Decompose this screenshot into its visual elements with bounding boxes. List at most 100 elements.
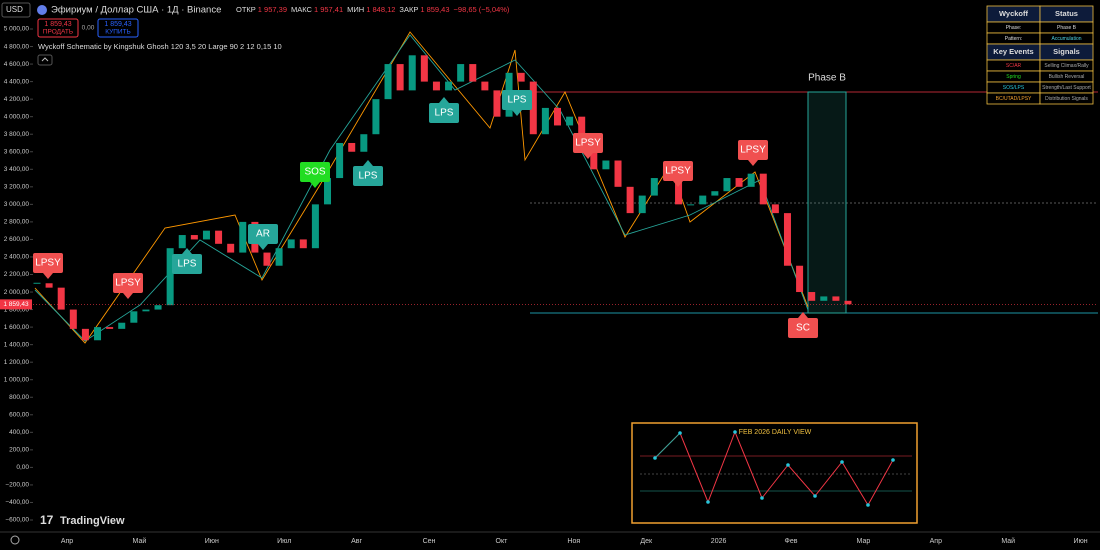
event-pointer bbox=[439, 97, 449, 103]
inset-path bbox=[654, 430, 894, 506]
event-badge bbox=[248, 224, 278, 244]
candle bbox=[311, 204, 319, 249]
status-table: Wyckoff Status Phase: Phase B Pattern: Accumu… bbox=[986, 5, 1094, 105]
candle bbox=[529, 81, 537, 135]
x-tick-label: Апр bbox=[930, 538, 942, 545]
currency[interactable]: USD bbox=[6, 5, 23, 14]
table-text: Selling Climax/Rally bbox=[1044, 63, 1089, 69]
y-tick-label: 5 000,00 bbox=[4, 26, 30, 33]
candle bbox=[81, 328, 89, 341]
candle bbox=[783, 213, 791, 266]
buy-price[interactable]: 1 859,43 bbox=[104, 21, 131, 28]
candle bbox=[675, 169, 683, 205]
phase-label: Phase B bbox=[808, 73, 846, 84]
event-label: SC bbox=[796, 323, 810, 334]
table-text: SC/AR bbox=[1006, 63, 1022, 69]
sell-button[interactable] bbox=[37, 18, 79, 38]
candle bbox=[299, 239, 307, 249]
candle bbox=[638, 195, 646, 214]
y-tick-label: 4 600,00 bbox=[4, 61, 30, 68]
candle bbox=[33, 282, 41, 284]
table-header: Key Events bbox=[993, 47, 1033, 56]
candle bbox=[566, 116, 574, 126]
candle bbox=[420, 55, 428, 82]
candle bbox=[445, 81, 453, 91]
table-text: SOS/LPS bbox=[1003, 85, 1025, 91]
event-badge bbox=[788, 318, 818, 338]
y-tick-label: −600,00 bbox=[5, 517, 29, 524]
candle bbox=[239, 221, 247, 253]
candle bbox=[747, 173, 755, 187]
y-tick-label: 2 800,00 bbox=[4, 219, 30, 226]
event-pointer bbox=[182, 248, 192, 254]
event-badge bbox=[663, 161, 693, 181]
candle bbox=[493, 90, 501, 117]
candle bbox=[759, 173, 767, 205]
y-tick-label: 3 800,00 bbox=[4, 131, 30, 138]
event-pointer bbox=[512, 110, 522, 116]
x-tick-label: Окт bbox=[496, 538, 509, 545]
y-tick-label: 1 800,00 bbox=[4, 306, 30, 313]
collapse-icon bbox=[41, 57, 49, 62]
spread: 0,00 bbox=[82, 25, 95, 32]
y-tick-label: 3 600,00 bbox=[4, 148, 30, 155]
ohlc: ОТКР 1 957,39 МАКС 1 957,41 МИН 1 848,12 ЗАКР 1… bbox=[236, 5, 510, 14]
zigzag-2 bbox=[34, 34, 809, 342]
event-badge bbox=[429, 103, 459, 123]
currency-select[interactable] bbox=[1, 2, 31, 18]
table-text: Phase B bbox=[1057, 25, 1077, 31]
y-tick-label: 3 400,00 bbox=[4, 166, 30, 173]
ohlc-label: МИН bbox=[347, 5, 364, 14]
table-text: Pattern: bbox=[1005, 36, 1023, 42]
y-tick-label: 3 200,00 bbox=[4, 184, 30, 191]
candle bbox=[94, 327, 102, 341]
event-badge bbox=[573, 133, 603, 153]
candle bbox=[541, 107, 549, 135]
event-badge bbox=[172, 254, 202, 274]
sell-label[interactable]: ПРОДАТЬ bbox=[43, 29, 73, 36]
candle bbox=[699, 195, 707, 205]
y-tick-label: 600,00 bbox=[9, 412, 29, 419]
y-tick-label: 2 200,00 bbox=[4, 271, 30, 278]
y-tick-label: 800,00 bbox=[9, 394, 29, 401]
table-header: Status bbox=[1055, 9, 1078, 18]
candle bbox=[396, 64, 404, 91]
candle bbox=[324, 178, 332, 205]
sell-price[interactable]: 1 859,43 bbox=[44, 21, 71, 28]
y-tick-label: 1 600,00 bbox=[4, 324, 30, 331]
buy-label[interactable]: КУПИТЬ bbox=[105, 29, 131, 36]
candle bbox=[142, 309, 150, 312]
event-label: LPS bbox=[359, 171, 378, 182]
candle bbox=[711, 191, 719, 196]
candle bbox=[626, 186, 634, 214]
settings[interactable] bbox=[10, 535, 20, 545]
event-badge bbox=[738, 140, 768, 160]
event-label: LPSY bbox=[35, 258, 61, 269]
ohlc-value: 1 957,39 bbox=[258, 5, 287, 14]
x-tick-label: Май bbox=[1001, 537, 1015, 545]
candle bbox=[287, 239, 295, 249]
buy-button[interactable] bbox=[97, 18, 139, 38]
x-tick-label: Апр bbox=[61, 538, 73, 545]
table-text: Phase: bbox=[1006, 25, 1022, 31]
event-pointer bbox=[748, 160, 758, 166]
ohlc-value: 1 848,12 bbox=[366, 5, 395, 14]
candle bbox=[432, 81, 440, 91]
candle bbox=[336, 142, 344, 179]
candle bbox=[227, 243, 235, 253]
candle bbox=[469, 64, 477, 82]
x-tick-label: Июл bbox=[277, 538, 291, 545]
candle bbox=[723, 178, 731, 192]
x-tick-label: Мар bbox=[857, 538, 871, 545]
candle bbox=[844, 300, 852, 305]
inset bbox=[631, 422, 918, 524]
ohlc-value: 1 957,41 bbox=[314, 5, 343, 14]
ohlc-value: 1 859,43 bbox=[420, 5, 449, 14]
event-label: LPSY bbox=[115, 278, 141, 289]
inset-path bbox=[654, 432, 681, 459]
candle bbox=[553, 107, 561, 126]
x-tick-label: Авг bbox=[351, 538, 362, 545]
y-tick-label: 4 200,00 bbox=[4, 96, 30, 103]
event-pointer bbox=[310, 182, 320, 188]
collapse[interactable] bbox=[37, 54, 53, 66]
